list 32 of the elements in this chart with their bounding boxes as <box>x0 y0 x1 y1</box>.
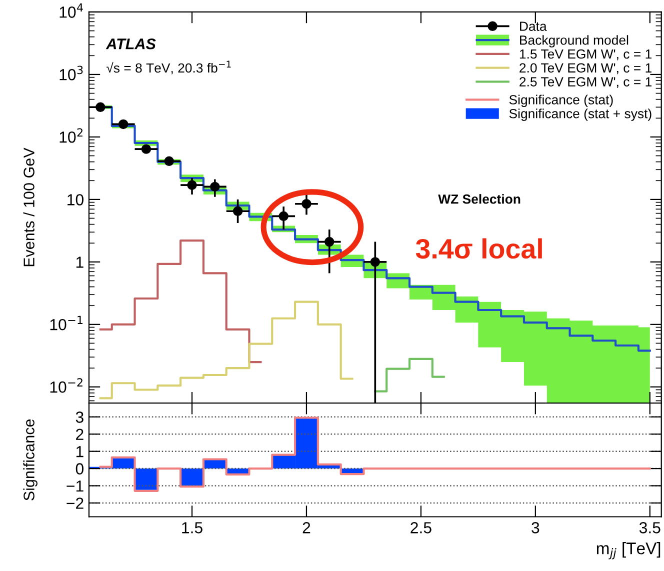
legend-label: 2.0 TeV EGM W', c = 1 <box>520 63 652 74</box>
annotation: ATLAS <box>106 38 156 50</box>
y-tick-label: −2 <box>66 498 84 509</box>
x-tick-label: 3 <box>532 522 540 534</box>
y-tick-label: 0 <box>76 463 84 474</box>
annotation: WZ Selection <box>438 194 520 204</box>
y-tick-label: −1 <box>66 480 84 492</box>
x-tick-label: 1.5 <box>182 522 202 534</box>
x-tick-label: 2 <box>302 522 310 534</box>
y-tick-label: 3 <box>76 412 84 423</box>
legend-label: Data <box>520 22 547 31</box>
annotation: 3.4σ local <box>416 238 542 259</box>
x-tick-label: 2.5 <box>410 522 432 534</box>
legend-label: 2.5 TeV EGM W', c = 1 <box>520 77 652 88</box>
y-tick-label: 10$^{3}$ <box>60 66 83 80</box>
legend-label: Significance (stat + syst) <box>509 108 652 121</box>
y-axis-title: Events / 100 GeV <box>23 148 34 266</box>
legend-label: Significance (stat) <box>509 94 613 108</box>
y-axis-title: Significance <box>23 419 38 500</box>
x-tick-label: 3.5 <box>639 522 660 534</box>
y-tick-label: 10 <box>68 194 84 206</box>
y-tick-label: 2 <box>76 428 84 440</box>
y-tick-label: 10$^{4}$ <box>60 3 83 18</box>
y-tick-label: 10$^{−2}$ <box>50 378 82 393</box>
legend-label: Background model <box>520 35 628 48</box>
y-tick-label: 10$^{2}$ <box>60 128 82 143</box>
y-tick-label: 10$^{−1}$ <box>50 316 83 330</box>
annotation: √s = 8 TeV, 20.3 fb$^{−1}$ <box>106 60 231 74</box>
y-tick-label: 1 <box>76 256 84 268</box>
x-axis-title: m$_{jj}$ [TeV] <box>596 542 660 560</box>
y-tick-label: 1 <box>76 446 84 458</box>
legend-label: 1.5 TeV EGM W', c = 1 <box>520 49 652 60</box>
